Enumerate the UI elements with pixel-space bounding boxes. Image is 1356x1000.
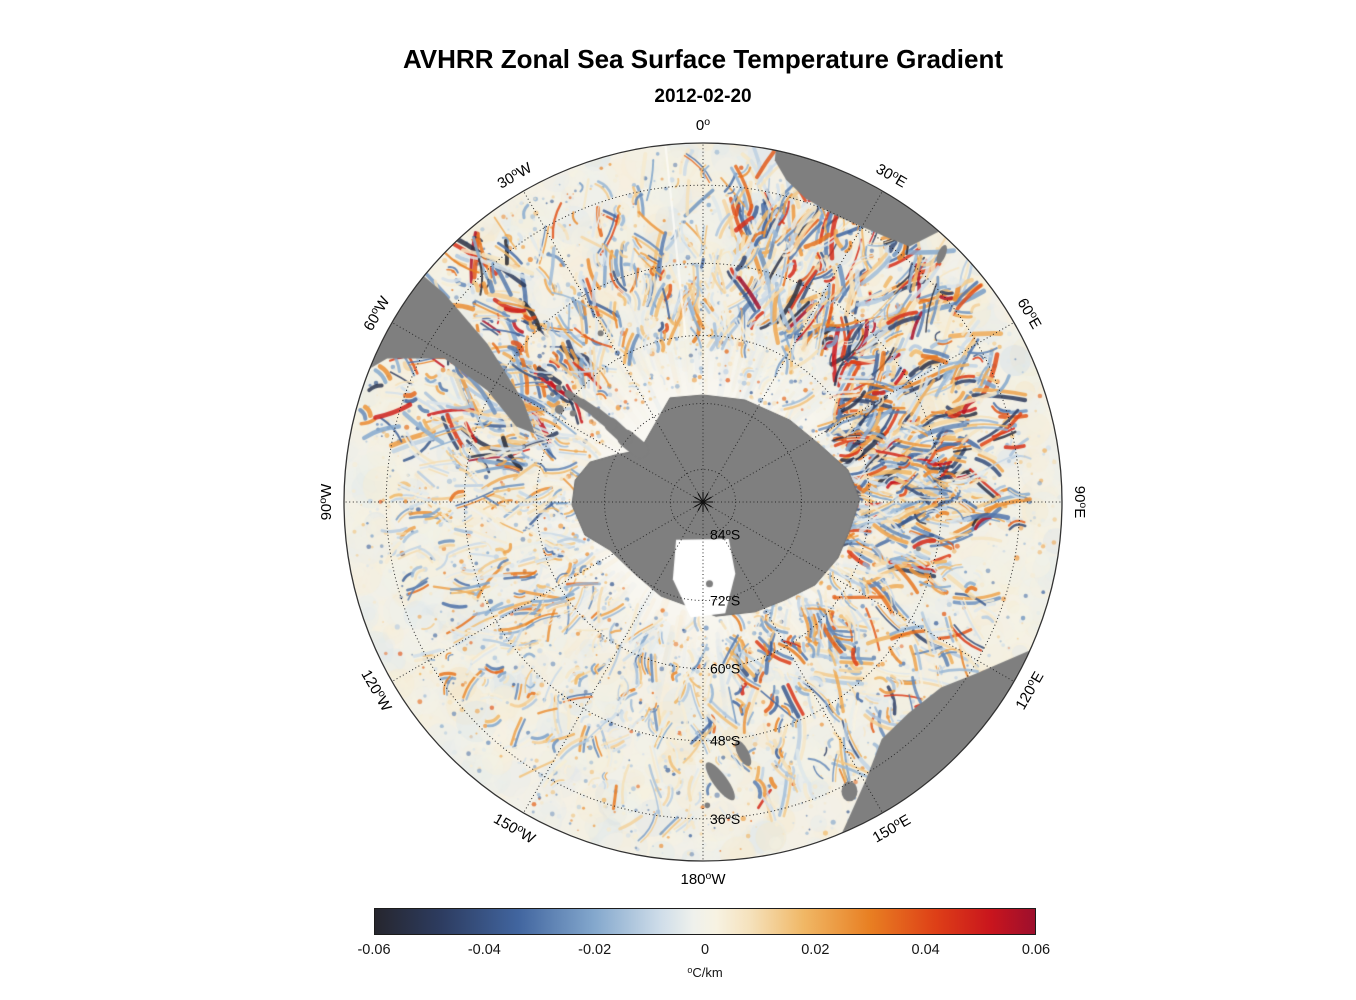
lat-circle-72S — [604, 403, 802, 601]
lon-label-60E: 60oE — [1014, 295, 1046, 332]
meridian-line-330 — [523, 190, 704, 503]
lat-label-84S: 84oS — [710, 527, 740, 543]
colorbar-gradient — [374, 908, 1036, 935]
colorbar-tick-label: -0.04 — [467, 942, 501, 958]
lon-label-90E: 90oE — [1071, 486, 1089, 519]
pole-star-ray — [702, 501, 712, 508]
lon-label-30E: 30oE — [873, 160, 910, 192]
colorbar-tick-label: 0.04 — [911, 942, 940, 958]
lon-label-120W: 120oW — [357, 666, 396, 715]
colorbar-tick-label: 0 — [700, 942, 710, 958]
pole-star-ray — [702, 493, 709, 503]
pole-star-ray — [702, 501, 709, 511]
colorbar-tick-label: -0.06 — [357, 942, 391, 958]
colorbar-ticks: -0.06 -0.04 -0.02 0 0.02 0.04 0.06 — [357, 942, 1050, 960]
lat-label-60S: 60oS — [710, 661, 740, 677]
pole-star-ray — [694, 501, 704, 508]
lon-label-90W: 90oW — [317, 483, 335, 521]
colorbar-tick-label: 0.02 — [801, 942, 830, 958]
meridian-line-300 — [391, 322, 704, 503]
lat-label-36S: 36oS — [710, 811, 740, 827]
lat-label-48S: 48oS — [710, 733, 740, 749]
lat-label-72S: 72oS — [710, 593, 740, 609]
pole-star-ray — [702, 496, 712, 503]
pole-star-ray — [697, 493, 704, 503]
meridian-line-210 — [523, 501, 704, 814]
lat-circle-48S — [463, 262, 943, 742]
degree-superscript: o — [687, 965, 693, 975]
meridian-line-60 — [702, 322, 1015, 503]
colorbar-unit-label: oC/km — [687, 965, 723, 980]
pole-star-ray — [694, 496, 704, 503]
colorbar: -0.06 -0.04 -0.02 0 0.02 0.04 0.06 oC/km — [357, 908, 1050, 980]
colorbar-tick-label: -0.02 — [578, 942, 612, 958]
colorbar-tick-label: 0.06 — [1021, 942, 1051, 958]
lon-label-180W: 180oW — [680, 870, 726, 888]
meridian-line-30 — [702, 190, 883, 503]
map-boundary-circle — [343, 142, 1063, 862]
pole-star-ray — [697, 501, 704, 511]
meridian-line-150 — [702, 501, 883, 814]
lon-label-0: 0o — [696, 116, 710, 134]
meridian-line-120 — [702, 501, 1015, 682]
lon-label-150W: 150oW — [490, 809, 539, 848]
meridian-line-240 — [391, 501, 704, 682]
